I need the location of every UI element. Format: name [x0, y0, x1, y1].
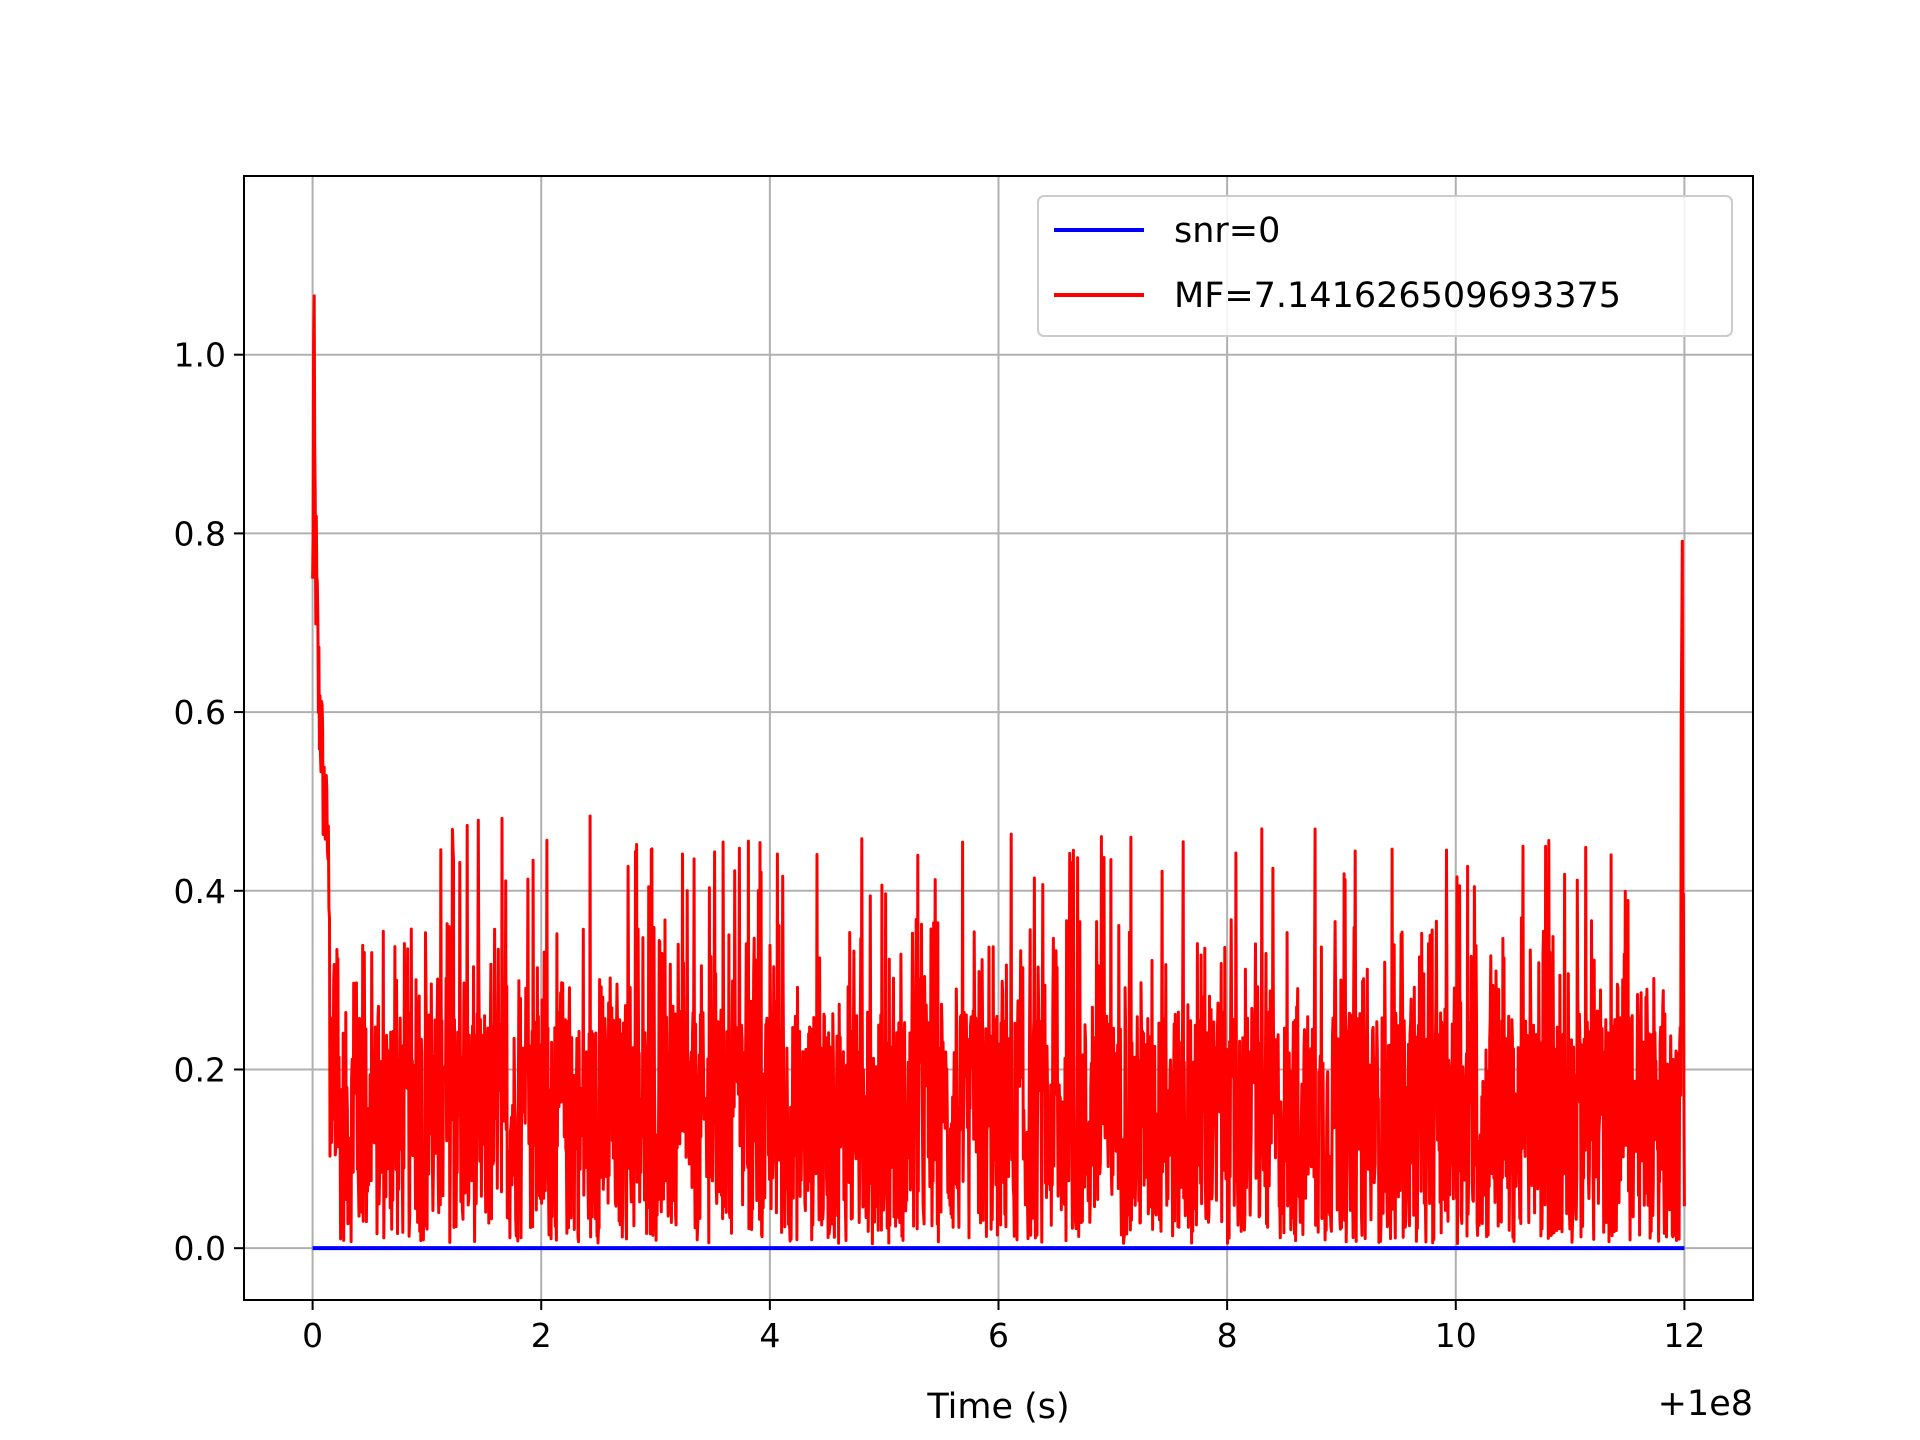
legend-label: MF=7.141626509693375	[1174, 276, 1621, 316]
plot-series	[311, 294, 1686, 1251]
x-tick-label: 10	[1435, 1316, 1477, 1355]
y-tick-label: 1.0	[174, 336, 226, 375]
x-axis-offset-label: +1e8	[1658, 1384, 1753, 1424]
legend-label: snr=0	[1174, 211, 1280, 251]
legend-box	[1037, 195, 1733, 337]
x-tick-label: 2	[531, 1316, 552, 1355]
x-axis-label: Time (s)	[926, 1387, 1069, 1427]
y-tick-label: 0.8	[174, 514, 226, 553]
x-tick-label: 12	[1663, 1316, 1705, 1355]
series-line-mf	[311, 294, 1686, 1246]
legend: snr=0 MF=7.141626509693375	[1037, 195, 1733, 337]
x-tick-label: 8	[1217, 1316, 1238, 1355]
x-tick-label: 6	[988, 1316, 1009, 1355]
y-tick-label: 0.4	[174, 872, 226, 911]
y-tick-label: 0.6	[174, 693, 226, 732]
x-tick-label: 4	[759, 1316, 780, 1355]
y-tick-label: 0.2	[174, 1050, 226, 1089]
axis-ticks: 0 2 4 6 8 10 12 0.0 0.2 0.4 0.6 0.8 1.0	[174, 336, 1706, 1355]
x-tick-label: 0	[302, 1316, 323, 1355]
y-tick-label: 0.0	[174, 1229, 226, 1268]
